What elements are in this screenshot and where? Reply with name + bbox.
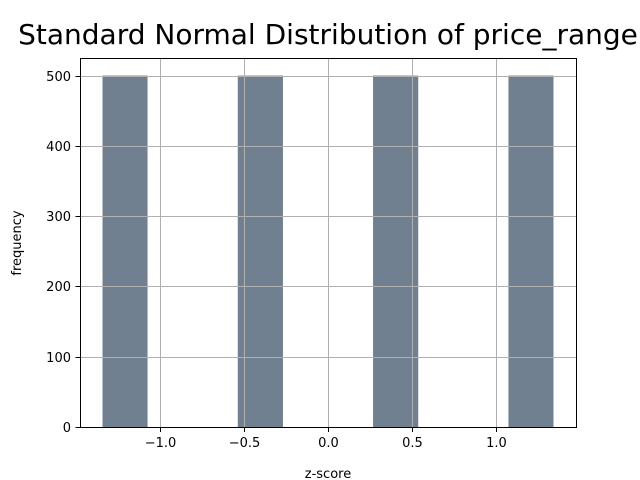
- y-tick-label: 400: [46, 140, 71, 155]
- x-tick-label: 0.5: [402, 436, 423, 451]
- histogram-bar: [373, 75, 419, 428]
- y-tick-label: 100: [46, 351, 71, 366]
- x-axis-ticks: −1.0 −0.5 0.0 0.5 1.0: [145, 427, 507, 451]
- histogram-bar: [508, 75, 554, 428]
- x-tick-label: −0.5: [229, 436, 261, 451]
- histogram-bar: [237, 75, 283, 428]
- x-tick-label: −1.0: [145, 436, 177, 451]
- x-tick-label: 0.0: [318, 436, 339, 451]
- y-axis-ticks: 0 100 200 300 400 500: [46, 70, 81, 436]
- y-axis-label: frequency: [10, 210, 25, 276]
- x-axis-label: z-score: [305, 467, 351, 480]
- y-tick-label: 0: [63, 421, 71, 436]
- grid-lines: [80, 58, 576, 428]
- histogram-bar: [102, 75, 148, 428]
- y-tick-label: 300: [46, 210, 71, 225]
- chart-title: Standard Normal Distribution of price_ra…: [18, 18, 638, 51]
- bars: [102, 75, 554, 428]
- y-tick-label: 500: [46, 70, 71, 85]
- y-tick-label: 200: [46, 280, 71, 295]
- x-tick-label: 1.0: [486, 436, 507, 451]
